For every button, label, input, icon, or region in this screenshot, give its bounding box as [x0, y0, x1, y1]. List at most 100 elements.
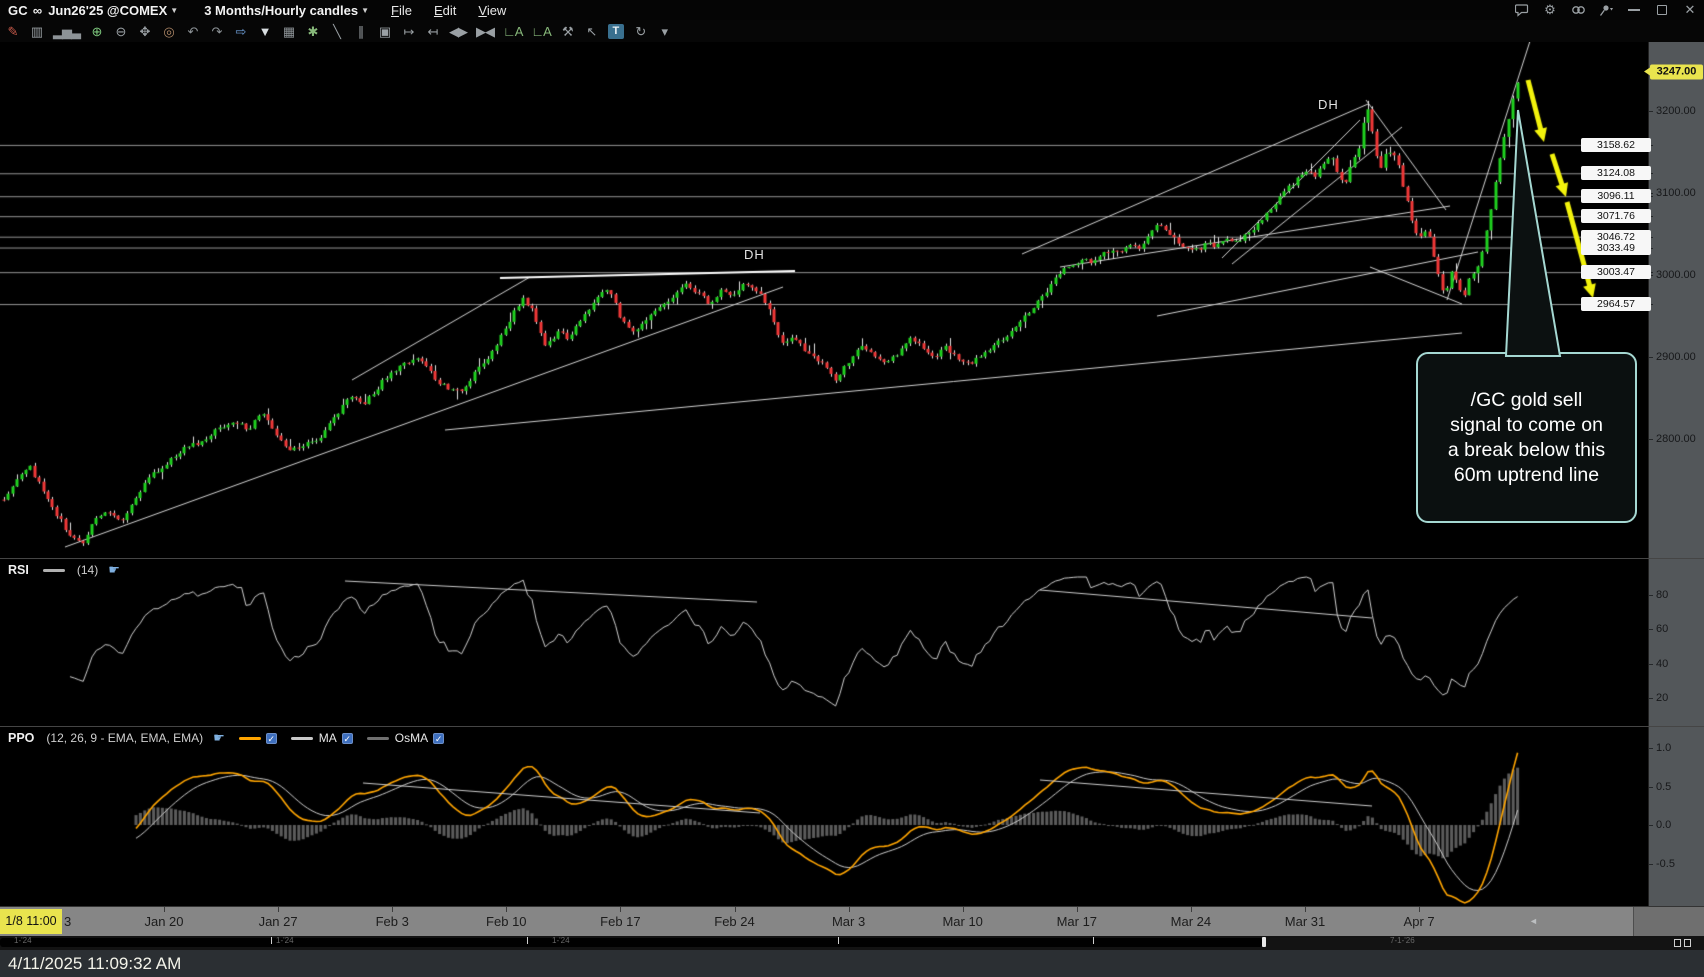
callout-line: 60m uptrend line: [1453, 463, 1600, 486]
ppo-drag-hand-icon[interactable]: ☛: [213, 730, 225, 745]
ppo-swatch: [238, 736, 261, 740]
bar-right-icon[interactable]: ↦: [403, 23, 415, 39]
link-icon[interactable]: [1570, 2, 1586, 18]
pane-separator-ppo[interactable]: [0, 726, 1704, 727]
ppo-series-checkbox[interactable]: ✓: [341, 732, 353, 744]
symbol-label[interactable]: GC: [8, 2, 28, 18]
axis-tick: [1649, 216, 1653, 218]
axis-tick: [1649, 304, 1653, 306]
chat-search-icon[interactable]: [1514, 2, 1530, 18]
parallel-lines-icon[interactable]: ∥: [357, 23, 365, 39]
wrench-icon[interactable]: ⚒: [561, 23, 574, 39]
time-axis-label: Mar 24: [1170, 914, 1212, 929]
ppo-legend: PPO (12, 26, 9 - EMA, EMA, EMA) ☛ ✓ MA ✓ Os…: [0, 728, 445, 748]
text-tool-icon[interactable]: T: [607, 23, 624, 39]
pane-separator-rsi[interactable]: [0, 558, 1704, 559]
bar-chart-icon[interactable]: ▂▅▃: [53, 23, 81, 39]
ppo-axis-label: 1.0: [1656, 742, 1672, 754]
rail-tick: [838, 937, 839, 944]
rsi-axis-label: 80: [1656, 589, 1669, 601]
scrollbar-handle[interactable]: [1262, 937, 1266, 947]
drawing-toolbar: ✎ ▥ ▂▅▃ ⊕ ⊖ ✥ ◎ ↶ ↷ ⇨ ▼ ▦ ✱ ╲ ∥ ▣ ↦ ↤ ◀▶ ▶◀ ∟A ∟A ⚒ ↖ T ↻ ▾: [0, 20, 1704, 42]
time-axis-highlight: 1/8 11:00: [0, 909, 62, 934]
price-chart-canvas[interactable]: [0, 42, 1648, 907]
axis-tick: [1649, 863, 1653, 865]
price-level-bubble: 3003.47: [1581, 265, 1651, 280]
collapse-h-icon[interactable]: ▶◀: [476, 23, 495, 39]
time-axis-label: Mar 3: [831, 914, 866, 929]
price-axis-label: 3100.00: [1656, 187, 1696, 199]
ppo-series-checkbox[interactable]: ✓: [265, 732, 277, 744]
maximize-icon[interactable]: [1654, 2, 1670, 18]
pin-icon[interactable]: [1598, 2, 1614, 18]
ppo-series-label: OsMA: [394, 731, 429, 745]
chart-style-icon[interactable]: ▥: [30, 23, 43, 39]
rsi-legend: RSI (14) ☛: [0, 560, 120, 580]
callout-line: signal to come on: [1450, 413, 1603, 436]
time-axis-marker-icon[interactable]: ◄: [1529, 916, 1538, 926]
ppo-axis-label: 0.5: [1656, 780, 1672, 793]
axis-tick: [1649, 698, 1653, 700]
expand-h-icon[interactable]: ◀▶: [449, 23, 468, 39]
axis-tick: [1649, 193, 1653, 194]
contract-selector[interactable]: Jun26'25 @COMEX: [48, 2, 168, 18]
ppo-series-checkbox[interactable]: ✓: [433, 732, 445, 744]
time-tick: [734, 907, 736, 912]
menu-view[interactable]: View: [478, 2, 507, 18]
angle-tool-icon[interactable]: ∟A: [503, 23, 523, 39]
settings-gear-icon[interactable]: ⚙: [1544, 2, 1556, 17]
forward-arrow-icon[interactable]: ⇨: [235, 23, 247, 39]
drawing-edit-icon[interactable]: ✎: [7, 23, 19, 39]
price-axis[interactable]: 3200.00 3100.00 3000.00 2900.00 2800.00 80 60 4…: [1648, 42, 1704, 907]
trendline-tool-icon[interactable]: ╲: [333, 23, 341, 39]
toolbar-more-icon[interactable]: ▾: [661, 23, 669, 39]
axis-tick: [1649, 439, 1653, 440]
time-tick: [506, 907, 508, 912]
axis-tick: [1649, 663, 1653, 665]
rsi-title: RSI: [8, 563, 29, 577]
sell-marker-icon[interactable]: ▼: [258, 23, 272, 39]
timeframe-dropdown-icon[interactable]: ▼: [361, 5, 369, 15]
strategy-icon[interactable]: ✱: [307, 23, 319, 39]
zoom-in-icon[interactable]: ⊕: [91, 23, 103, 39]
double-high-label-right[interactable]: DH: [1318, 97, 1339, 112]
time-axis-label: Mar 31: [1284, 914, 1326, 929]
angle-tool2-icon[interactable]: ∟A: [531, 23, 551, 39]
time-axis-label: Feb 24: [714, 914, 755, 929]
time-axis[interactable]: 1/8 11:00 3 ◄ Jan 20 Jan 27 Feb 3 Feb 10 Feb…: [0, 907, 1704, 936]
time-axis-label: Feb 17: [600, 914, 641, 929]
rectangle-tool-icon[interactable]: ▣: [378, 23, 391, 39]
timeframe-selector[interactable]: 3 Months/Hourly candles: [204, 2, 359, 18]
time-tick: [620, 907, 622, 912]
menu-file[interactable]: File: [391, 2, 412, 18]
ppo-axis-label: -0.5: [1656, 857, 1675, 870]
close-icon[interactable]: ✕: [1684, 2, 1696, 17]
continuous-contract-icon: ∞: [32, 2, 43, 18]
pan-hand-icon[interactable]: ✥: [139, 23, 151, 39]
scrollbar-track[interactable]: [0, 938, 1263, 947]
price-level-bubble: 3124.08: [1581, 166, 1651, 181]
axis-tick: [1649, 111, 1653, 112]
refresh-icon[interactable]: ↻: [635, 23, 646, 39]
menu-bar: GC ∞ Jun26'25 @COMEX ▼ 3 Months/Hourly c…: [0, 0, 1704, 20]
clipped-axis-fragment: 7-1-'26: [1390, 936, 1415, 945]
mini-window-icon[interactable]: [1674, 939, 1681, 947]
sell-signal-callout[interactable]: /GC gold sell signal to come on a break be…: [1416, 352, 1637, 523]
mini-window-icon2[interactable]: [1684, 939, 1691, 947]
bar-left-icon[interactable]: ↤: [427, 23, 439, 39]
crosshair-target-icon[interactable]: ◎: [163, 23, 174, 39]
rsi-drag-hand-icon[interactable]: ☛: [108, 562, 120, 577]
undo-icon[interactable]: ↶: [187, 23, 199, 39]
zoom-out-icon[interactable]: ⊖: [115, 23, 127, 39]
price-level-bubble: 3046.72: [1581, 229, 1651, 244]
cursor-tool-icon[interactable]: ↖: [586, 23, 597, 39]
time-tick: [1419, 907, 1421, 912]
redo-icon[interactable]: ↷: [211, 23, 223, 39]
price-level-bubble: 3071.76: [1581, 209, 1651, 224]
contract-dropdown-icon[interactable]: ▼: [170, 5, 179, 15]
pattern-icon[interactable]: ▦: [282, 23, 295, 39]
double-high-label-left[interactable]: DH: [744, 247, 765, 262]
menu-edit[interactable]: Edit: [433, 2, 457, 18]
time-axis-label: Feb 10: [486, 914, 527, 929]
minimize-icon[interactable]: [1626, 2, 1642, 18]
